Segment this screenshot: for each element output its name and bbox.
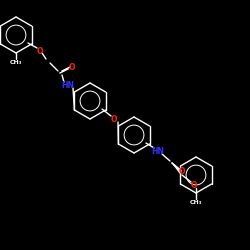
- Text: O: O: [37, 46, 43, 56]
- Text: HN: HN: [62, 80, 74, 90]
- Text: O: O: [69, 62, 75, 72]
- Text: HN: HN: [152, 146, 164, 156]
- Text: O: O: [179, 166, 185, 175]
- Text: O: O: [111, 114, 117, 124]
- Text: CH₃: CH₃: [10, 60, 22, 66]
- Text: CH₃: CH₃: [190, 200, 202, 205]
- Text: O: O: [191, 180, 197, 190]
